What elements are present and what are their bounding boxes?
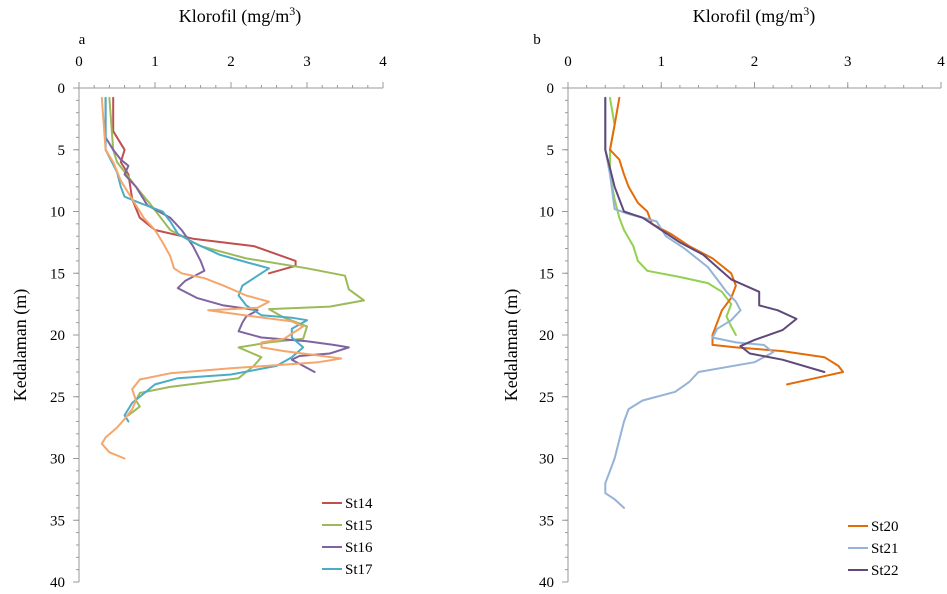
- legend-item-st16: St16: [322, 540, 373, 556]
- x-tick-label: 2: [751, 54, 759, 70]
- series-line-st16: [104, 96, 350, 373]
- y-tick-label: 5: [58, 143, 66, 159]
- legend-item-st20: St20: [848, 519, 899, 535]
- x-tick-label: 3: [303, 54, 311, 70]
- y-tick-label: 30: [539, 452, 554, 468]
- panel-label: b: [533, 32, 541, 48]
- x-tick-label: 2: [227, 54, 235, 70]
- legend-label: St21: [871, 541, 899, 557]
- y-axis-label: Kedalaman (m): [10, 289, 31, 401]
- series-line-st15: [108, 96, 365, 417]
- chart-title-main: Klorofil (mg/m: [693, 6, 804, 27]
- legend-label: St20: [871, 519, 899, 535]
- x-tick-label: 4: [379, 54, 387, 70]
- x-tick-label: 3: [844, 54, 852, 70]
- series-line-st14: [112, 96, 297, 275]
- legend-label: St22: [871, 563, 899, 579]
- y-tick-label: 30: [50, 452, 65, 468]
- y-axis-label: Kedalaman (m): [501, 289, 522, 401]
- y-tick-label: 0: [58, 81, 66, 97]
- y-tick-label: 10: [539, 205, 554, 221]
- y-tick-label: 25: [539, 390, 554, 406]
- x-tick-label: 1: [151, 54, 159, 70]
- y-tick-label: 0: [547, 81, 555, 97]
- y-tick-label: 10: [50, 205, 65, 221]
- legend-label: St16: [345, 540, 373, 556]
- legend-item-st14: St14: [322, 496, 373, 512]
- series-line-unlabeled-1: [609, 96, 737, 336]
- y-tick-label: 40: [539, 575, 554, 591]
- legend-item-st15: St15: [322, 518, 373, 534]
- chart-title-close: ): [809, 6, 815, 27]
- y-tick-label: 20: [50, 328, 65, 344]
- x-tick-label: 4: [937, 54, 945, 70]
- series-line-unlabeled-5: [100, 96, 343, 460]
- legend-item-st21: St21: [848, 541, 899, 557]
- y-tick-label: 35: [539, 513, 554, 529]
- y-tick-label: 25: [50, 390, 65, 406]
- chart-title-superscript: 3: [289, 4, 295, 18]
- x-tick-label: 0: [75, 54, 83, 70]
- legend-label: St17: [345, 562, 373, 578]
- legend-item-st17: St17: [322, 562, 373, 578]
- x-tick-label: 1: [658, 54, 666, 70]
- series-line-st21: [604, 96, 775, 509]
- series-line-st22: [604, 96, 826, 373]
- y-tick-label: 15: [50, 266, 65, 282]
- chart-title-main: Klorofil (mg/m: [179, 6, 290, 27]
- x-tick-label: 0: [564, 54, 572, 70]
- y-tick-label: 15: [539, 266, 554, 282]
- chart-title-superscript: 3: [803, 4, 809, 18]
- y-tick-label: 20: [539, 328, 554, 344]
- y-tick-label: 5: [547, 143, 555, 159]
- series-line-st17: [104, 96, 308, 423]
- panel-label: a: [79, 32, 86, 48]
- legend-label: St14: [345, 496, 373, 512]
- legend-label: St15: [345, 518, 373, 534]
- chart-title-close: ): [295, 6, 301, 27]
- y-tick-label: 40: [50, 575, 65, 591]
- y-tick-label: 35: [50, 513, 65, 529]
- legend-item-st22: St22: [848, 563, 899, 579]
- chart-title: Klorofil (mg/m3): [179, 4, 302, 27]
- chart-title: Klorofil (mg/m3): [693, 4, 816, 27]
